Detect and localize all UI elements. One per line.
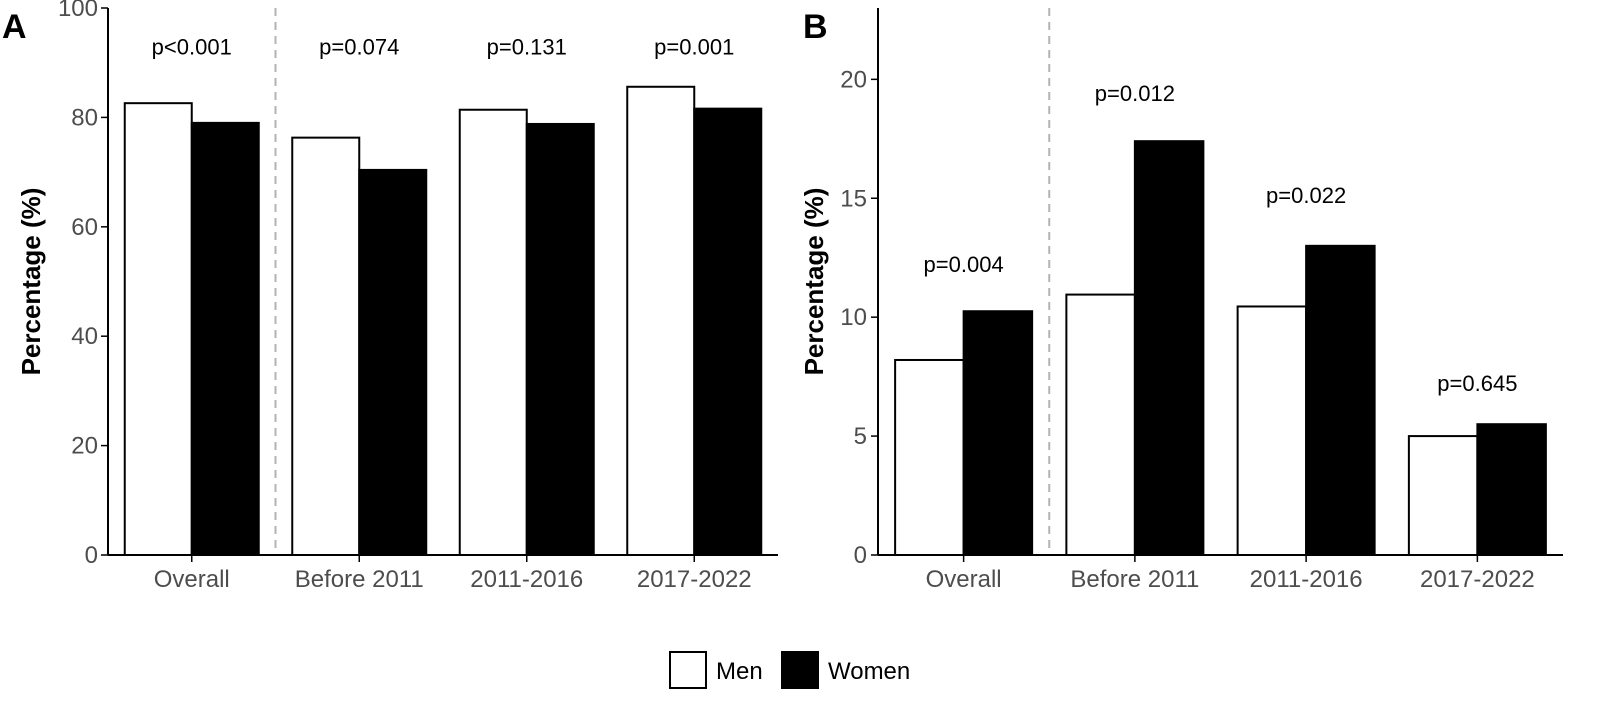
y-tick-label: 20: [71, 433, 98, 460]
panel-a-chart: A Percentage (%) 0 20 40 60 80 100 Overall p<0.00…: [2, 0, 778, 593]
y-tick-label: 0: [854, 542, 867, 569]
p-value-label: p=0.131: [487, 34, 567, 59]
bar-women: [1133, 140, 1205, 556]
x-tick-label: 2011-2016: [470, 566, 583, 593]
p-value-label: p=0.004: [924, 252, 1004, 277]
y-tick-label: 5: [854, 423, 867, 450]
p-value-label: p=0.645: [1437, 371, 1517, 396]
bar-women: [190, 121, 260, 557]
legend-label-women: Women: [828, 658, 910, 685]
p-value-label: p=0.022: [1266, 183, 1346, 208]
x-tick-label: 2017-2022: [1420, 566, 1535, 593]
y-tick-label: 60: [71, 214, 98, 241]
y-tick-label: 20: [840, 66, 867, 93]
y-tick-label: 100: [58, 0, 98, 22]
bar-women: [1476, 423, 1547, 556]
y-axis-title: Percentage (%): [16, 188, 46, 376]
bar-men: [123, 102, 193, 556]
bar-women: [358, 168, 428, 557]
bar-women: [525, 122, 595, 557]
bar-men: [626, 85, 696, 556]
legend-label-men: Men: [716, 658, 763, 685]
bar-men: [894, 358, 965, 556]
panel-label: B: [803, 8, 828, 46]
x-tick-label: Overall: [926, 566, 1002, 593]
legend-key-women: [781, 651, 819, 689]
y-tick-label: 0: [85, 542, 98, 569]
p-value-label: p=0.012: [1095, 81, 1175, 106]
x-tick-label: Overall: [154, 566, 230, 593]
bar-women: [1305, 244, 1376, 556]
y-tick-label: 10: [840, 304, 867, 331]
y-tick-label: 15: [840, 185, 867, 212]
panel-label: A: [2, 8, 27, 46]
y-axis-title: Percentage (%): [799, 188, 829, 376]
p-value-label: p=0.074: [319, 34, 399, 59]
x-tick-label: 2017-2022: [637, 566, 752, 593]
bar-men: [458, 108, 528, 556]
x-tick-label: Before 2011: [295, 566, 424, 593]
p-value-label: p<0.001: [152, 34, 232, 59]
x-tick-label: Before 2011: [1070, 566, 1199, 593]
bar-men: [1236, 305, 1308, 556]
bar-men: [1407, 435, 1479, 556]
legend-key-men: [669, 651, 707, 689]
panel-b-chart: B Percentage (%) 0 5 10 15 20 Overall p=0.004 Bef…: [799, 8, 1563, 593]
bar-men: [291, 136, 361, 556]
bar-women: [693, 107, 763, 556]
bar-women: [962, 310, 1034, 557]
legend: Men Women: [669, 651, 910, 689]
x-tick-label: 2011-2016: [1250, 566, 1363, 593]
y-tick-label: 40: [71, 323, 98, 350]
y-tick-label: 80: [71, 104, 98, 131]
bar-men: [1065, 293, 1136, 556]
p-value-label: p=0.001: [654, 34, 734, 59]
